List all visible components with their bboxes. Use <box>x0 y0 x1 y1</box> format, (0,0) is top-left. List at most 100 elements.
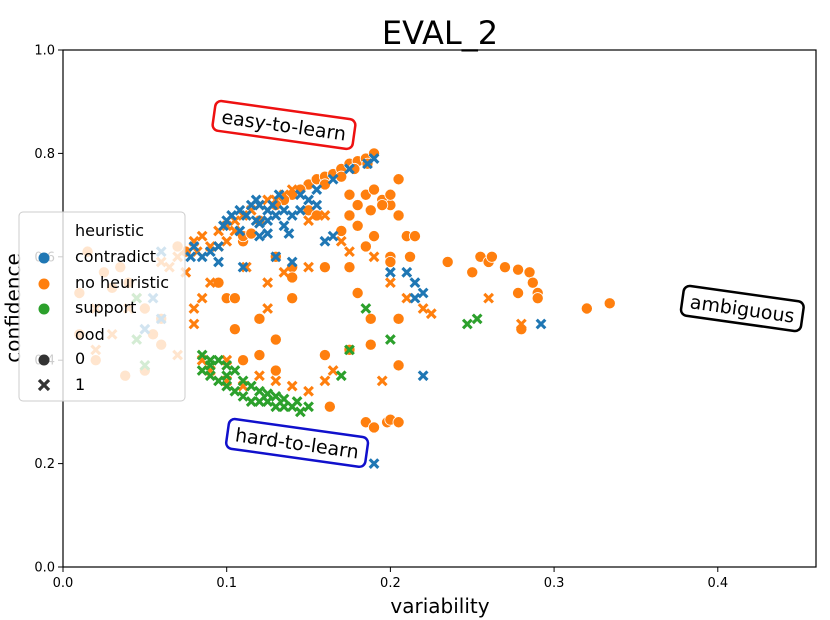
data-point <box>213 241 224 252</box>
data-point <box>196 251 208 263</box>
data-point <box>270 401 282 413</box>
data-point <box>221 370 233 382</box>
data-point <box>335 370 347 382</box>
data-point <box>351 219 364 232</box>
data-point <box>417 370 429 382</box>
data-point <box>368 458 380 469</box>
data-point <box>196 349 208 361</box>
data-point <box>294 204 306 216</box>
data-point <box>286 292 299 305</box>
data-point <box>262 277 274 289</box>
data-point <box>228 292 241 305</box>
annotation-easy-to-learn: easy-to-learn <box>211 99 357 151</box>
data-point <box>254 396 265 407</box>
data-point <box>461 318 473 330</box>
data-point <box>291 396 303 407</box>
data-point <box>270 375 282 387</box>
data-point <box>196 230 208 242</box>
data-point <box>278 204 290 216</box>
data-point <box>283 228 295 239</box>
data-point <box>237 390 249 402</box>
data-point <box>498 261 511 274</box>
data-point <box>409 277 421 289</box>
y-tick-label: 0.8 <box>34 147 55 162</box>
legend-marker-circle <box>38 354 50 366</box>
data-point <box>384 277 396 289</box>
x-tick-label: 0.4 <box>707 576 728 591</box>
data-point <box>485 250 498 263</box>
data-point <box>273 189 285 201</box>
x-tick-label: 0.2 <box>380 576 401 591</box>
annotation-hard-to-learn: hard-to-learn <box>224 417 370 469</box>
legend-label-ood-0: 0 <box>75 349 85 368</box>
series-contradict-ood-1 <box>139 153 547 469</box>
data-point <box>343 261 356 274</box>
data-point <box>404 250 417 263</box>
data-point <box>212 276 225 289</box>
data-point <box>245 380 257 392</box>
data-point <box>254 199 265 211</box>
data-point <box>228 323 241 336</box>
data-point <box>221 359 233 371</box>
data-point <box>262 388 274 400</box>
data-point <box>245 396 257 407</box>
legend-box <box>18 211 186 402</box>
data-point <box>229 365 241 376</box>
data-point <box>278 393 290 405</box>
data-point <box>253 349 266 362</box>
data-point <box>196 365 208 376</box>
data-point <box>392 312 405 325</box>
data-point <box>262 215 274 227</box>
data-point <box>240 261 252 273</box>
data-point <box>351 199 364 212</box>
data-point <box>229 385 241 397</box>
data-point <box>270 390 282 402</box>
data-point <box>311 184 323 195</box>
data-point <box>384 255 397 268</box>
annotation-box <box>211 99 357 151</box>
data-point <box>294 406 306 418</box>
data-point <box>240 210 252 221</box>
data-point <box>253 312 266 325</box>
data-point <box>364 312 377 325</box>
data-point <box>213 354 224 366</box>
data-point <box>483 292 495 304</box>
data-point <box>343 188 356 201</box>
legend-marker-x <box>37 378 51 392</box>
data-point <box>364 204 377 217</box>
data-point <box>368 183 381 196</box>
data-point <box>188 241 200 252</box>
data-point <box>262 303 274 314</box>
data-point <box>303 401 314 413</box>
data-point <box>344 163 355 175</box>
data-point <box>226 210 238 221</box>
data-point <box>351 286 364 299</box>
data-point <box>535 318 547 330</box>
data-point <box>262 228 274 239</box>
data-point <box>294 189 306 201</box>
legend-title-heuristic: heuristic <box>75 221 144 240</box>
data-point <box>335 235 347 247</box>
annotation-box <box>224 417 370 469</box>
y-tick-label: 1.0 <box>34 44 55 59</box>
data-point <box>392 209 405 222</box>
legend-label-contradict: contradict <box>75 247 156 266</box>
data-point <box>196 292 208 304</box>
data-point <box>512 286 525 299</box>
data-point <box>254 370 265 382</box>
data-point <box>213 375 224 387</box>
data-point <box>319 375 331 387</box>
data-point <box>531 292 544 305</box>
data-point <box>318 261 331 274</box>
data-point <box>286 210 298 221</box>
data-point <box>185 251 197 263</box>
data-point <box>471 313 483 325</box>
data-point <box>270 251 282 263</box>
data-point <box>466 266 479 279</box>
data-point <box>392 173 405 186</box>
data-point <box>364 338 377 351</box>
legend-label-support: support <box>75 298 136 317</box>
legend-marker-support <box>38 303 50 315</box>
data-point <box>318 349 331 362</box>
data-point <box>384 188 397 201</box>
